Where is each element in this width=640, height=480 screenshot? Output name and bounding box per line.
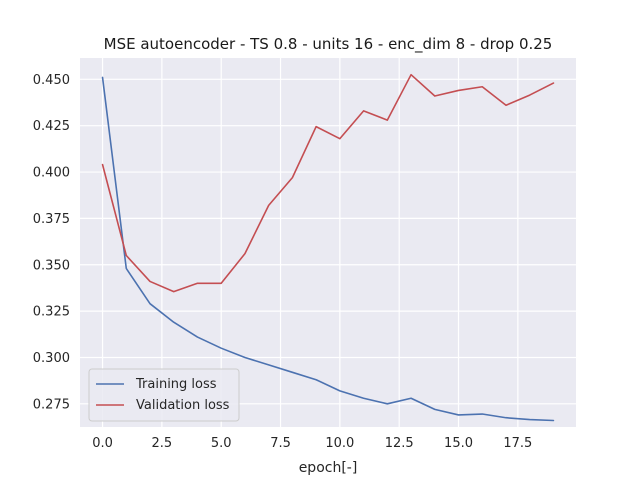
- x-tick-label: 2.5: [152, 436, 173, 451]
- y-tick-label: 0.425: [33, 119, 70, 134]
- x-axis-label: epoch[-]: [299, 460, 358, 476]
- y-tick-labels: 0.275 0.300 0.325 0.350 0.375 0.400 0.425 0.450: [33, 73, 70, 412]
- legend-label-training-loss: Training loss: [135, 377, 217, 392]
- x-tick-label: 7.5: [270, 436, 291, 451]
- x-tick-label: 15.0: [444, 436, 473, 451]
- legend: Training loss Validation loss: [88, 368, 240, 422]
- y-tick-label: 0.400: [33, 166, 70, 181]
- series-line-validation-loss: [101, 73, 555, 293]
- legend-box: [88, 368, 240, 422]
- series-line-training-loss: [101, 76, 555, 422]
- x-tick-label: 10.0: [325, 436, 354, 451]
- y-tick-label: 0.375: [33, 212, 70, 227]
- x-tick-label: 17.5: [503, 436, 532, 451]
- series-lines: [101, 73, 555, 422]
- y-tick-label: 0.325: [33, 305, 70, 320]
- y-tick-label: 0.275: [33, 397, 70, 412]
- y-tick-label: 0.300: [33, 351, 70, 366]
- x-tick-label: 12.5: [385, 436, 414, 451]
- chart-title: MSE autoencoder - TS 0.8 - units 16 - en…: [104, 35, 553, 54]
- y-tick-label: 0.450: [33, 73, 70, 88]
- x-tick-label: 0.0: [92, 436, 113, 451]
- x-tick-label: 5.0: [211, 436, 232, 451]
- legend-label-validation-loss: Validation loss: [136, 398, 230, 413]
- x-tick-labels: 0.0 2.5 5.0 7.5 10.0 12.5 15.0 17.5: [92, 436, 532, 451]
- plot-area: [80, 58, 576, 427]
- y-tick-label: 0.350: [33, 258, 70, 273]
